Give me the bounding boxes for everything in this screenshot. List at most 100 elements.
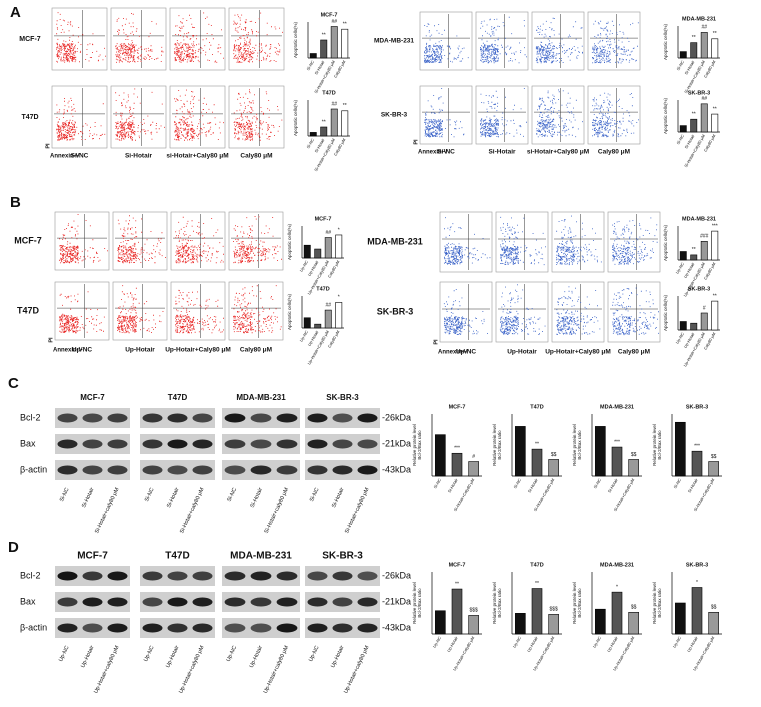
column-label: Caly80 μM [240,347,272,354]
blot-band [307,597,328,607]
protein-label: β-actin [20,622,47,632]
chart-title: MDA-MB-231 [682,216,716,222]
bar [711,38,719,59]
bar [679,125,687,133]
flow-events [59,214,108,264]
y-axis-label: Apoptotic cells(%) [663,97,668,134]
significance-label: *** [454,446,460,452]
blot-band [142,465,163,475]
x-tick-label: Up-Hotair+Caly80 μM [682,332,706,368]
chart-title: SK-BR-3 [686,404,708,410]
column-label: Up-Hotair+Caly80 μM [545,349,611,356]
significance-label: # [472,454,475,460]
significance-label: ### [700,234,709,240]
chart-title: T47D [530,562,543,568]
size-label: -43kDa [382,622,411,632]
lane-label: Si-Hotair+caly80 μM [179,487,206,535]
lane-label: Si-Hotair [81,487,96,509]
row-label: MCF-7 [19,36,40,43]
significance-label: ## [325,302,331,308]
flow-events [59,291,105,334]
blot-band [307,571,328,581]
y-axis-label: Bcl-2/Bax ratio [577,430,582,460]
significance-label: $$ [551,452,557,458]
y-axis-label: Apoptotic cells(%) [663,23,668,60]
x-tick-label: Up-NC [675,261,685,274]
bar [324,309,332,329]
bar [515,613,526,635]
size-label: -26kDa [382,412,411,422]
bar [700,32,708,59]
blot-band [107,623,128,633]
significance-label: ## [701,96,707,102]
cell-line-label: MDA-MB-231 [236,393,286,402]
column-label: Caly80 μM [598,149,630,156]
row-label: T47D [17,305,40,315]
bar [711,230,719,261]
blot-band [192,597,213,607]
x-tick-label: Si-NC [672,477,682,489]
blot-band [332,439,353,449]
significance-label: ** [713,293,717,299]
x-tick-label: Up-NC [592,635,602,648]
y-axis-label: Apoptotic cells(%) [293,21,298,58]
bar [330,108,338,137]
significance-label: $$ [711,454,717,460]
x-tick-label: Up-NC [672,635,682,648]
flow-events [174,89,224,141]
bar [468,461,479,477]
chart-title: MCF-7 [321,12,338,18]
blot-band [107,439,128,449]
chart-title: MDA-MB-231 [600,562,634,568]
flow-events [233,12,283,63]
significance-label: ## [701,25,707,31]
x-axis-label: Annexin-V [438,350,468,356]
y-axis-label: Apoptotic cells(%) [287,293,292,330]
row-label: SK-BR-3 [377,306,414,316]
size-label: -21kDa [382,596,411,606]
significance-label: ** [455,581,459,587]
cell-line-label: MCF-7 [80,393,105,402]
x-tick-label: Up-Hotair [526,635,539,653]
flow-plot-frame [228,281,284,341]
bar [303,317,311,329]
blot-band [250,465,272,475]
y-axis-label: Bcl-2/Bax ratio [417,588,422,618]
bar [515,426,526,477]
blot-band [357,623,378,633]
blot-band [167,571,188,581]
y-axis-label: Bcl-2/Bax ratio [577,588,582,618]
y-axis-label: Bcl-2/Bax ratio [657,588,662,618]
y-axis-label: Apoptotic cells(%) [663,224,668,261]
bar [451,588,463,635]
blot-band [357,465,378,475]
row-label: T47D [21,114,38,121]
significance-label: # [703,305,706,311]
x-tick-label: Up-Hotair [446,635,459,653]
column-label: Caly80 μM [618,349,650,356]
bar [675,602,686,635]
bar [309,132,317,137]
blot-band [250,413,272,423]
blot-band [57,413,78,423]
flow-events [424,88,465,138]
y-axis-label: Relative protein level [572,424,577,466]
row-label: MDA-MB-231 [374,38,414,45]
flow-plot-frame [551,211,605,273]
blot-band [192,465,213,475]
lane-label: Up-NC [58,645,71,663]
flow-events [535,17,583,64]
blot-band [224,465,246,475]
blot-band [142,597,163,607]
blot-band [224,439,246,449]
blot-band [332,597,353,607]
flow-events [115,88,165,141]
significance-label: ** [713,106,717,112]
blot-band [82,623,103,633]
x-tick-label: Si-Hotair [687,477,699,494]
bar [314,248,322,259]
bar [548,459,559,477]
panel-letter: A [10,4,21,21]
protein-label: Bax [20,438,36,448]
flow-plot-frame [551,281,605,343]
